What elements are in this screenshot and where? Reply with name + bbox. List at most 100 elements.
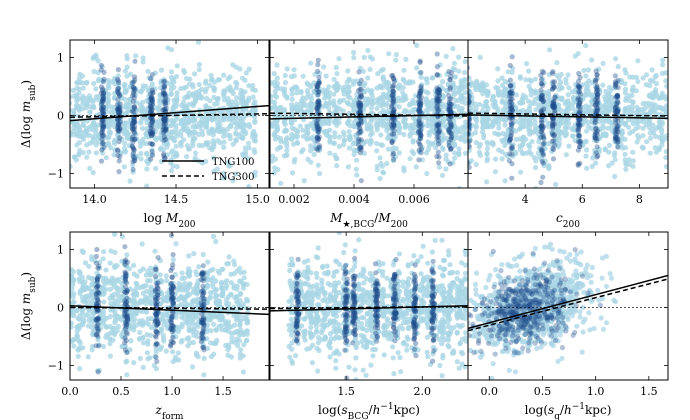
- point-tng100: [435, 96, 441, 102]
- point-tng100: [468, 97, 472, 103]
- point-tng100: [357, 104, 364, 110]
- point-tng100: [315, 124, 321, 130]
- point-tng100: [131, 147, 137, 153]
- point-tng100: [549, 123, 556, 129]
- point-tng300: [84, 80, 90, 86]
- point-tng300: [563, 152, 570, 158]
- point-tng100: [550, 156, 557, 162]
- point-tng300: [163, 273, 169, 279]
- point-tng300: [97, 273, 103, 279]
- point-tng300: [402, 95, 408, 101]
- point-tng300: [533, 186, 539, 188]
- point-tng100: [357, 109, 363, 115]
- point-tng100: [551, 132, 558, 138]
- point-tng100: [551, 138, 557, 144]
- point-tng100: [115, 148, 121, 154]
- point-tng300: [193, 329, 199, 335]
- point-tng300: [99, 78, 105, 84]
- point-tng300: [390, 94, 396, 100]
- point-tng300: [235, 342, 241, 349]
- point-tng300: [316, 79, 322, 85]
- point-tng300: [76, 151, 82, 157]
- point-tng300: [226, 301, 232, 307]
- point-tng300: [71, 336, 77, 342]
- point-tng100: [614, 128, 620, 134]
- point-tng300: [499, 149, 505, 155]
- point-tng300: [647, 117, 653, 123]
- x-tick-label: 0.006: [398, 193, 430, 206]
- point-tng300: [130, 169, 136, 175]
- point-tng300: [575, 51, 581, 57]
- point-tng100: [316, 136, 322, 142]
- point-tng300: [432, 101, 438, 107]
- point-tng300: [392, 102, 398, 108]
- point-tng100: [508, 125, 514, 131]
- point-tng300: [173, 133, 179, 139]
- point-tng300: [80, 249, 87, 255]
- point-tng100: [507, 115, 513, 121]
- point-tng100: [447, 101, 453, 107]
- point-tng100: [468, 117, 473, 123]
- point-tng100: [614, 99, 620, 105]
- point-tng300: [439, 172, 445, 178]
- point-tng300: [664, 83, 668, 89]
- point-tng300: [115, 323, 121, 330]
- point-tng300: [243, 70, 249, 76]
- point-tng300: [207, 98, 213, 104]
- point-tng300: [202, 89, 208, 95]
- point-tng300: [238, 347, 244, 353]
- point-tng300: [244, 328, 250, 334]
- point-tng300: [506, 92, 512, 98]
- point-tng100: [468, 125, 471, 131]
- point-tng300: [215, 268, 221, 274]
- point-tng300: [301, 178, 307, 184]
- point-tng300: [432, 88, 438, 94]
- point-tng100: [594, 154, 600, 160]
- point-tng100: [163, 115, 169, 121]
- point-tng300: [133, 280, 139, 286]
- point-tng100: [614, 134, 620, 140]
- point-tng300: [111, 139, 117, 145]
- point-tng300: [622, 145, 629, 151]
- point-tng100: [538, 117, 545, 123]
- point-tng300: [440, 101, 446, 107]
- point-tng300: [114, 328, 120, 334]
- point-tng300: [326, 89, 333, 95]
- point-tng100: [358, 119, 364, 125]
- point-tng100: [358, 137, 364, 143]
- point-tng300: [585, 67, 592, 73]
- point-tng100: [507, 77, 513, 83]
- point-tng300: [566, 143, 572, 149]
- point-tng300: [123, 110, 130, 117]
- point-tng300: [663, 164, 668, 170]
- point-tng100: [448, 124, 454, 130]
- point-tng100: [161, 134, 167, 140]
- point-tng300: [472, 101, 478, 107]
- point-tng100: [592, 135, 598, 141]
- point-tng300: [323, 73, 329, 79]
- point-tng100: [99, 133, 105, 139]
- point-tng100: [594, 131, 601, 137]
- point-tng300: [612, 85, 618, 91]
- point-tng100: [316, 79, 322, 85]
- point-tng300: [158, 326, 164, 332]
- point-tng300: [178, 132, 184, 139]
- point-tng300: [173, 150, 179, 156]
- point-tng100: [99, 106, 105, 112]
- point-tng100: [149, 72, 155, 78]
- point-tng300: [126, 142, 133, 149]
- point-tng300: [456, 185, 462, 188]
- point-tng100: [150, 118, 156, 124]
- point-tng100: [390, 108, 397, 114]
- point-tng100: [357, 150, 363, 156]
- point-tng100: [160, 130, 167, 136]
- point-tng100: [448, 130, 454, 136]
- point-tng100: [116, 139, 122, 145]
- point-tng300: [139, 241, 145, 247]
- point-tng300: [311, 137, 317, 143]
- point-tng100: [594, 138, 600, 144]
- point-tng100: [316, 74, 322, 81]
- point-tng300: [630, 163, 636, 169]
- point-tng300: [353, 166, 359, 172]
- point-tng300: [224, 278, 230, 284]
